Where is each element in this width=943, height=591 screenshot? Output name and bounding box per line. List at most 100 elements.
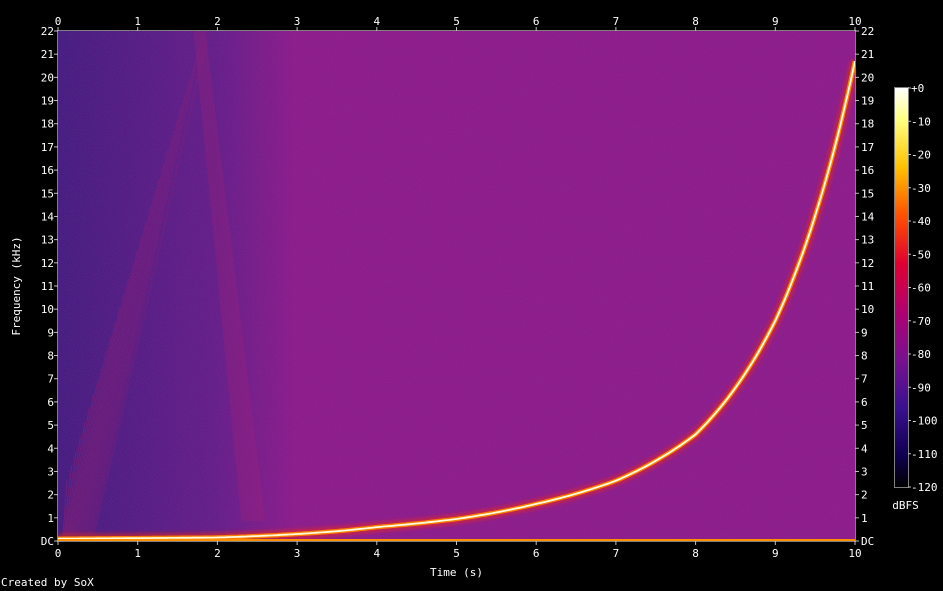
x-tick-label-top: 1 xyxy=(134,15,141,28)
harmonic-line xyxy=(91,48,200,536)
y-tick-label: 14 xyxy=(41,210,55,223)
x-tick-label-top: 9 xyxy=(772,15,779,28)
x-tick-label: 8 xyxy=(692,547,699,560)
harmonic-line xyxy=(86,120,178,536)
harmonic-line xyxy=(73,307,121,536)
colorbar xyxy=(895,88,908,487)
spectrogram-noise xyxy=(58,31,855,541)
y-tick-label: 11 xyxy=(41,280,54,293)
harmonic-line xyxy=(84,149,169,536)
credit-text: Created by SoX xyxy=(1,576,94,589)
harmonic-line xyxy=(80,207,151,536)
x-tick-label: 2 xyxy=(214,547,221,560)
y-tick-label: 4 xyxy=(47,442,54,455)
harmonic-line xyxy=(76,264,134,536)
x-tick-label-top: 4 xyxy=(373,15,380,28)
x-tick-label: 9 xyxy=(772,547,779,560)
harmonic-line xyxy=(71,350,108,536)
harmonic-line xyxy=(78,235,143,536)
colorbar-tick-label: -60 xyxy=(911,282,931,295)
harmonic-line xyxy=(82,178,160,536)
harmonic-fan xyxy=(62,31,266,536)
y-tick-label-right: 14 xyxy=(861,210,875,223)
x-tick-label-top: 3 xyxy=(294,15,301,28)
harmonic-line xyxy=(81,192,156,536)
harmonic-line xyxy=(88,92,187,536)
sweep-group xyxy=(58,60,855,541)
y-tick-label: 2 xyxy=(47,489,54,502)
y-tick-label-right: 13 xyxy=(861,234,874,247)
x-axis-label: Time (s) xyxy=(430,566,483,579)
harmonic-line xyxy=(66,422,86,536)
y-tick-label-right: 17 xyxy=(861,141,874,154)
harmonic-line xyxy=(70,365,103,536)
x-tick-label-top: 6 xyxy=(533,15,540,28)
y-axis-label: Frequency (kHz) xyxy=(10,236,23,335)
y-tick-label-right: 2 xyxy=(861,489,868,502)
harmonic-line xyxy=(65,437,81,536)
y-tick-label: 22 xyxy=(41,25,54,38)
y-tick-label-right: 9 xyxy=(861,326,868,339)
y-tick-label: DC xyxy=(41,535,54,548)
y-tick-label-right: 16 xyxy=(861,164,874,177)
colorbar-tick-label: -120 xyxy=(911,481,938,494)
harmonic-line xyxy=(74,293,125,536)
y-tick-label: 18 xyxy=(41,118,54,131)
y-tick-label: 13 xyxy=(41,234,54,247)
y-tick-label: 15 xyxy=(41,187,54,200)
harmonic-line xyxy=(72,322,116,536)
harmonic-line xyxy=(67,408,90,536)
x-tick-label: 10 xyxy=(848,547,861,560)
x-tick-label-top: 10 xyxy=(848,15,861,28)
colorbar-tick-label: -20 xyxy=(911,149,931,162)
colorbar-tick-label: -90 xyxy=(911,381,931,394)
colorbar-tick-label: -40 xyxy=(911,215,931,228)
y-tick-label-right: 10 xyxy=(861,303,874,316)
x-tick-label-top: 2 xyxy=(214,15,221,28)
harmonic-line xyxy=(93,31,208,536)
y-tick-label: 3 xyxy=(47,465,54,478)
colorbar-tick-label: -30 xyxy=(911,182,931,195)
colorbar-label: dBFS xyxy=(892,499,919,512)
y-tick-label: 10 xyxy=(41,303,54,316)
y-tick-label-right: 3 xyxy=(861,465,868,478)
y-tick-label: 12 xyxy=(41,257,54,270)
y-tick-label-right: 15 xyxy=(861,187,874,200)
y-tick-label: 16 xyxy=(41,164,54,177)
harmonic-line xyxy=(87,106,182,536)
harmonic-line xyxy=(89,77,191,536)
y-tick-label-right: 4 xyxy=(861,442,868,455)
y-tick-label-right: 11 xyxy=(861,280,874,293)
harmonic-line xyxy=(85,135,173,536)
colorbar-tick-label: +0 xyxy=(911,82,924,95)
sweep-line xyxy=(58,60,855,540)
x-tick-label: 7 xyxy=(613,547,620,560)
y-tick-label-right: 12 xyxy=(861,257,874,270)
colorbar-tick-label: -70 xyxy=(911,315,931,328)
x-tick-label: 3 xyxy=(294,547,301,560)
colorbar-tick-label: -10 xyxy=(911,115,931,128)
y-tick-label-right: 1 xyxy=(861,512,868,525)
y-tick-label: 7 xyxy=(47,373,54,386)
x-tick-label-top: 8 xyxy=(692,15,699,28)
y-tick-label-right: 7 xyxy=(861,373,868,386)
x-tick-label-top: 0 xyxy=(55,15,62,28)
colorbar-tick-label: -100 xyxy=(911,415,938,428)
y-tick-label: 21 xyxy=(41,48,54,61)
harmonic-line xyxy=(94,31,210,536)
harmonic-line xyxy=(79,221,147,536)
harmonic-line xyxy=(92,34,204,536)
harmonic-line xyxy=(83,163,165,536)
harmonic-line xyxy=(69,379,99,536)
harmonic-line xyxy=(90,63,195,536)
harmonic-line xyxy=(72,336,112,536)
harmonic-line xyxy=(68,393,94,536)
x-tick-label-top: 7 xyxy=(613,15,620,28)
harmonic-line xyxy=(75,278,130,536)
y-tick-label: 8 xyxy=(47,350,54,363)
y-tick-label-right: 21 xyxy=(861,48,874,61)
y-tick-label: 6 xyxy=(47,396,54,409)
y-tick-label-right: 20 xyxy=(861,71,874,84)
x-tick-label: 5 xyxy=(453,547,460,560)
y-tick-label: 9 xyxy=(47,326,54,339)
